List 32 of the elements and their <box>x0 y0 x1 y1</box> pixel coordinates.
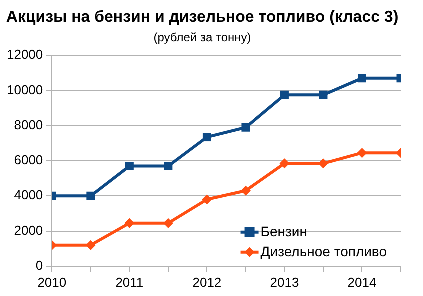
point <box>319 90 328 100</box>
y-tick-label: 4000 <box>14 188 44 203</box>
x-tick-label: 2010 <box>38 274 67 290</box>
point <box>164 162 173 171</box>
legend-label: Дизельное топливо <box>260 243 388 260</box>
y-tick-label: 0 <box>36 258 44 273</box>
point <box>357 148 368 158</box>
chart-title: Акцизы на бензин и дизельное топливо (класс 3) <box>6 9 399 26</box>
legend-label: Бензин <box>260 223 308 240</box>
point <box>202 194 212 205</box>
point <box>318 158 328 169</box>
point <box>86 240 96 250</box>
x-tick-label: 2012 <box>192 274 222 290</box>
point <box>202 133 212 142</box>
point <box>163 218 174 228</box>
y-tick-label: 2000 <box>14 222 44 238</box>
point <box>124 218 135 228</box>
point <box>280 158 290 169</box>
x-tick-label: 2011 <box>116 274 144 290</box>
point <box>242 123 250 132</box>
y-tick-label: 8000 <box>14 117 44 132</box>
x-tick-label: 2013 <box>270 274 300 290</box>
chart-subtitle: (рублей за тонну) <box>154 30 252 45</box>
y-tick-label: 6000 <box>14 152 44 168</box>
y-tick-label: 12000 <box>6 47 44 62</box>
point <box>358 74 366 83</box>
point <box>86 192 96 200</box>
x-tick-label: 2014 <box>348 274 377 290</box>
point <box>240 186 251 196</box>
y-tick-label: 10000 <box>6 82 44 98</box>
point <box>280 90 289 100</box>
point <box>125 162 134 171</box>
